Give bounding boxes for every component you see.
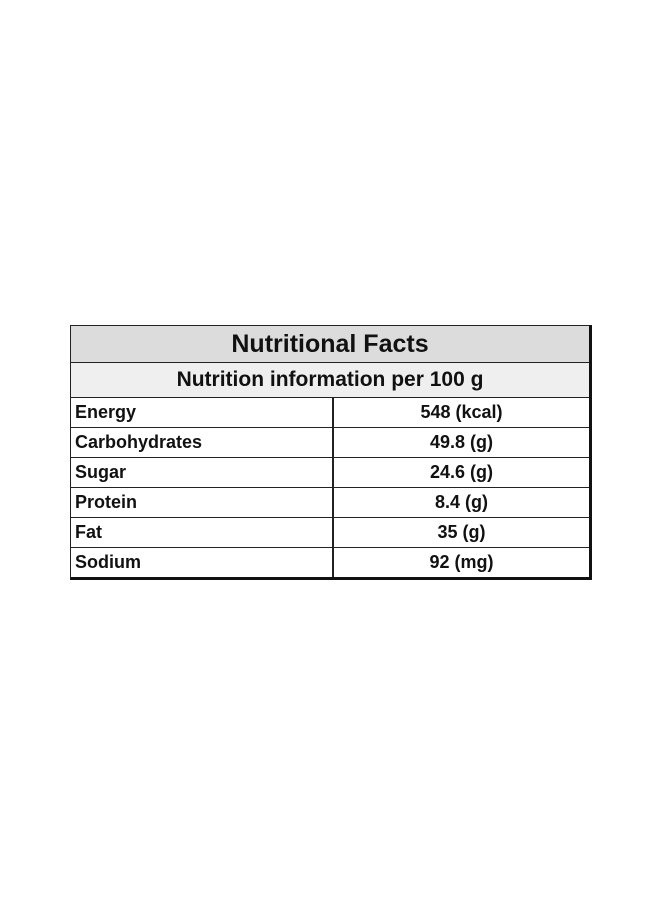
table-title: Nutritional Facts — [71, 326, 589, 363]
nutrient-name: Fat — [71, 518, 334, 547]
nutrient-name: Energy — [71, 398, 334, 427]
nutrient-amount: 92 (mg) — [429, 552, 494, 572]
nutrient-name: Sodium — [71, 548, 334, 577]
table-row: Sugar 24.6 (g) — [71, 458, 589, 488]
nutrient-name: Protein — [71, 488, 334, 517]
table-row: Energy 548 (kcal) — [71, 398, 589, 428]
table-subtitle: Nutrition information per 100 g — [71, 363, 589, 398]
table-row: Fat 35 (g) — [71, 518, 589, 548]
nutrient-amount: 548 (kcal) — [420, 402, 503, 422]
nutrient-amount: 8.4 (g) — [434, 492, 488, 512]
nutrient-amount: 49.8 (g) — [429, 432, 494, 452]
nutrient-name: Carbohydrates — [71, 428, 334, 457]
nutrient-name: Sugar — [71, 458, 334, 487]
nutrient-amount: 24.6 (g) — [429, 462, 494, 482]
table-row: Protein 8.4 (g) — [71, 488, 589, 518]
table-row: Carbohydrates 49.8 (g) — [71, 428, 589, 458]
nutrition-table: Nutritional Facts Nutrition information … — [70, 325, 592, 580]
table-row: Sodium 92 (mg) — [71, 548, 589, 577]
nutrient-amount: 35 (g) — [437, 522, 486, 542]
